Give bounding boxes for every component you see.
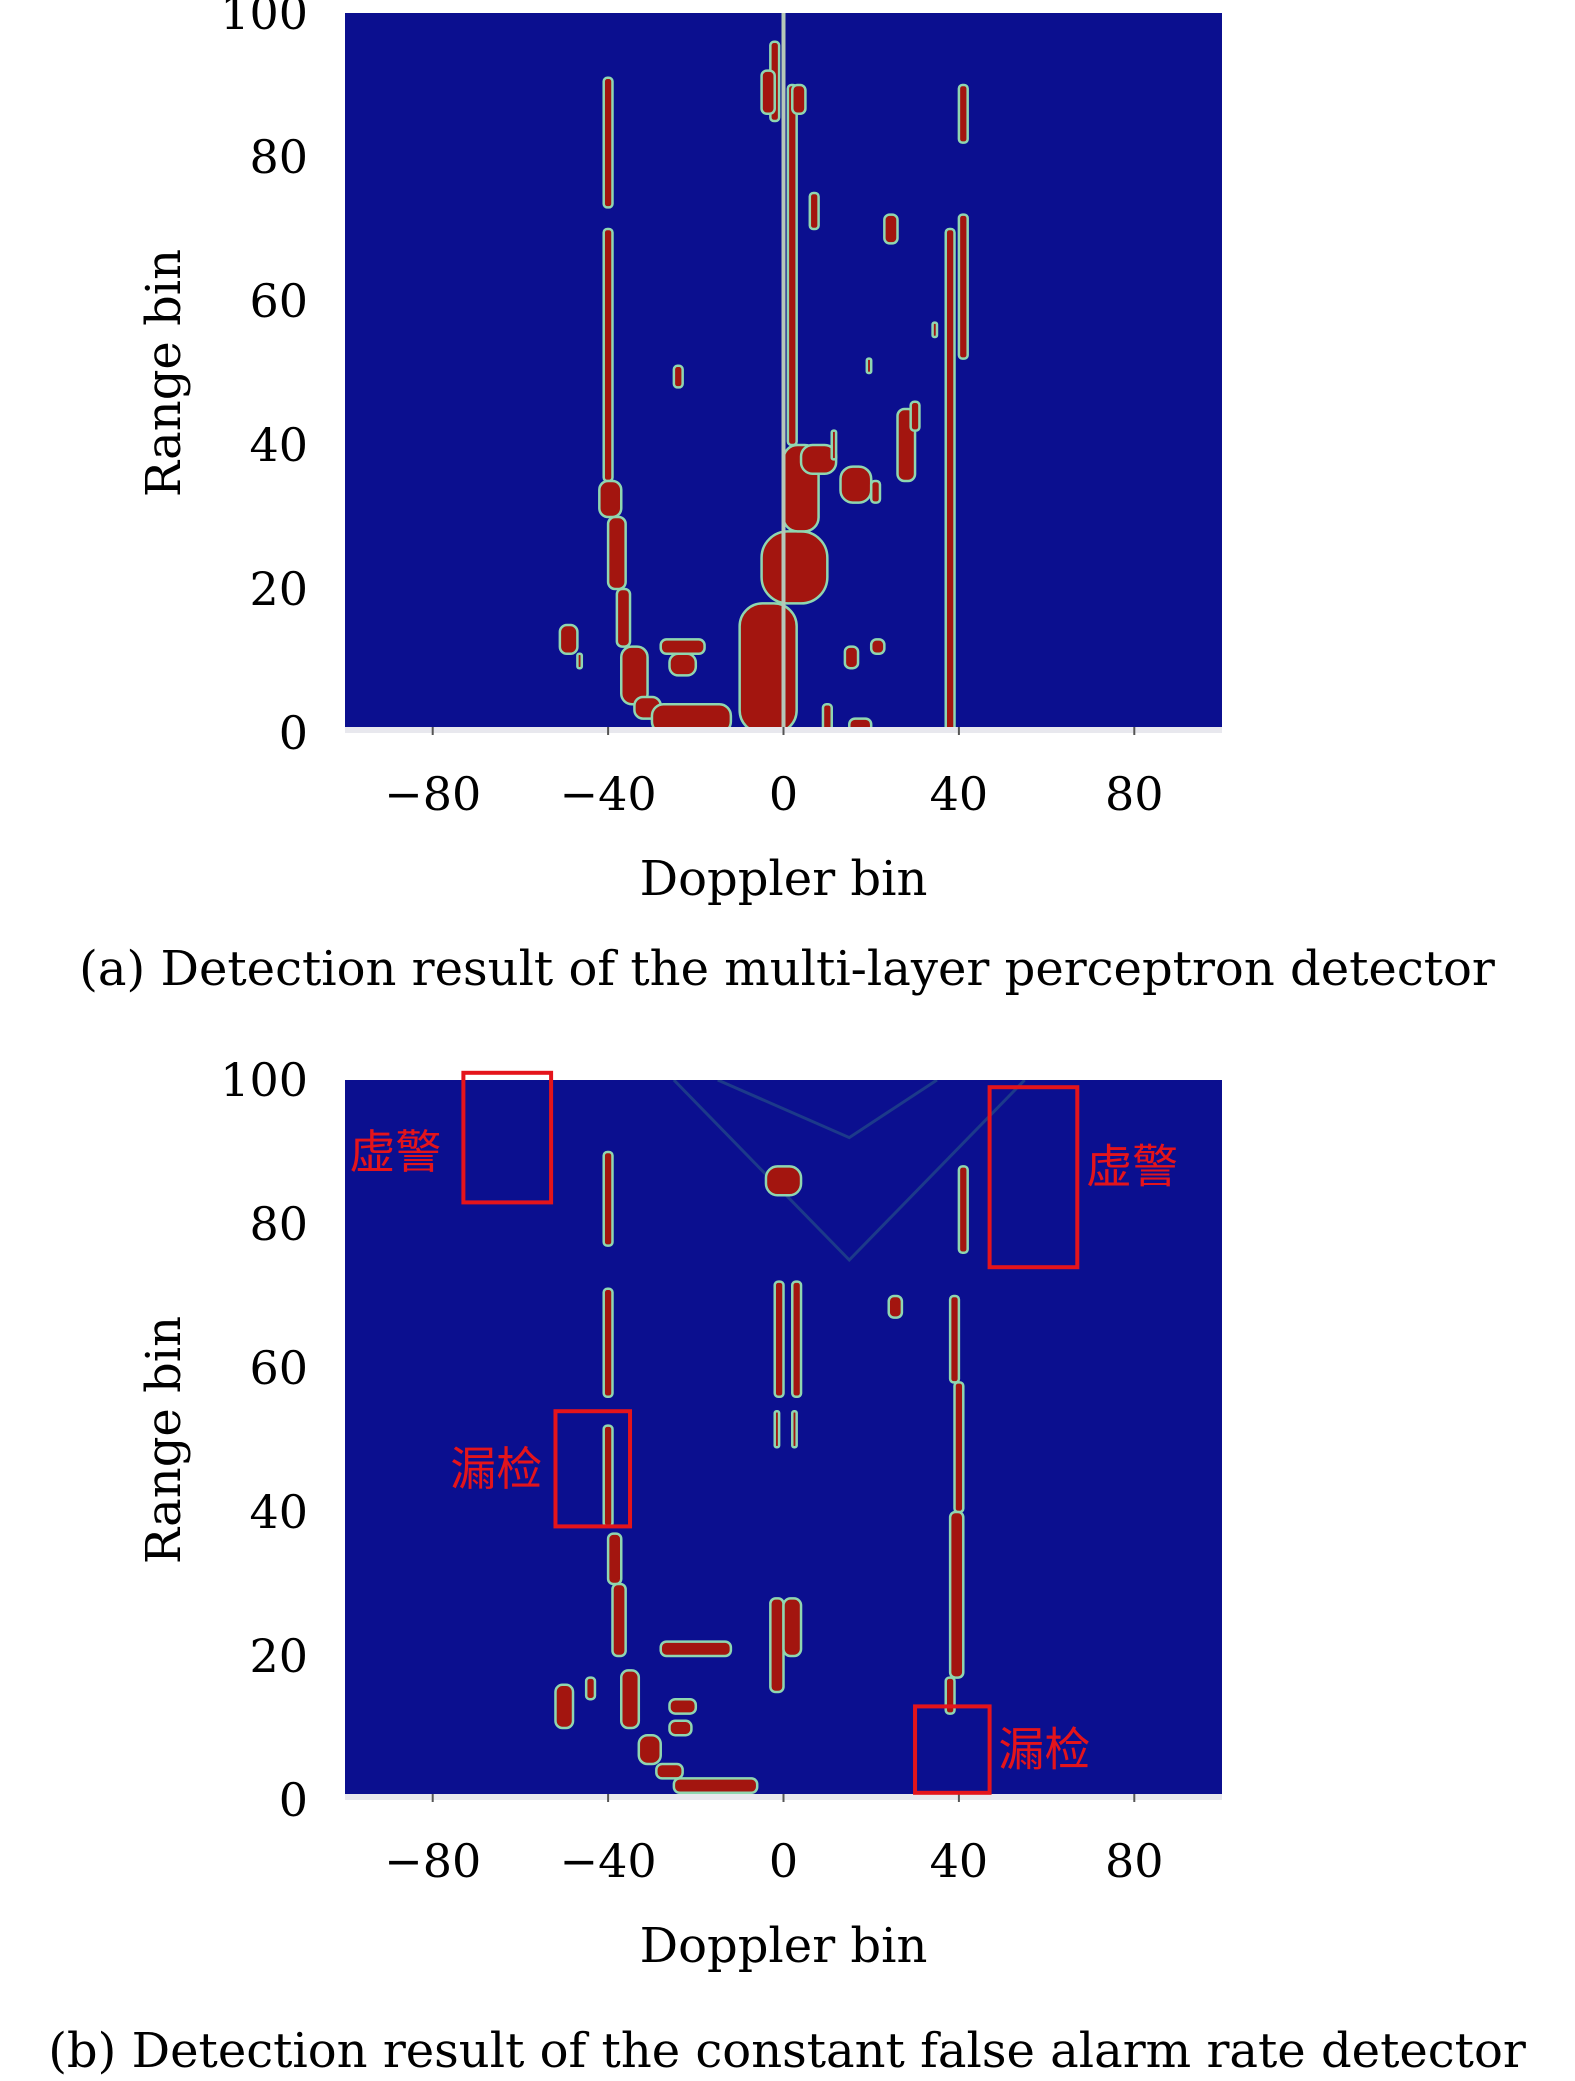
detection-region: [672, 364, 684, 389]
y-tick-label: 100: [220, 0, 308, 40]
detection-region: [883, 213, 899, 245]
annotation-box: [553, 1409, 633, 1529]
detection-region: [576, 652, 584, 670]
annotation-box: [461, 1070, 554, 1205]
background-artifact-line: [717, 1080, 938, 1140]
detection-region: [668, 1697, 698, 1715]
detection-region: [558, 623, 579, 656]
annotation-box: [913, 1704, 992, 1795]
detection-region: [948, 1294, 961, 1384]
plot-area: [558, 13, 969, 733]
detection-region: [839, 465, 873, 504]
detection-region: [620, 1669, 641, 1730]
detection-region: [598, 479, 623, 519]
x-tick-label: −40: [560, 1834, 657, 1888]
detection-region: [887, 1294, 904, 1319]
x-tick-label: −80: [384, 767, 481, 821]
detection-region: [606, 1532, 623, 1586]
annotation-label: 虚警: [1086, 1139, 1178, 1193]
detection-region: [738, 602, 798, 733]
y-axis-title: Range bin: [136, 249, 192, 497]
detection-region: [602, 1424, 614, 1528]
detection-region: [791, 83, 807, 116]
y-tick-label: 60: [249, 1341, 308, 1395]
y-axis-title: Range bin: [136, 1316, 192, 1564]
x-tick-label: 40: [930, 767, 989, 821]
detection-region: [615, 587, 632, 648]
detection-region: [957, 83, 969, 144]
x-tick-label: −80: [384, 1834, 481, 1888]
detection-region: [821, 702, 833, 733]
annotation-label: 漏检: [998, 1723, 1090, 1777]
detection-region: [957, 213, 969, 360]
detection-region: [764, 1165, 803, 1197]
annotation-box: [987, 1085, 1080, 1270]
detection-region: [672, 1777, 759, 1795]
y-tick-label: 80: [249, 1197, 308, 1251]
detection-region: [554, 1683, 575, 1730]
y-tick-label: 60: [249, 274, 308, 328]
detection-region: [948, 1510, 965, 1679]
x-tick-label: 40: [930, 1834, 989, 1888]
detection-region: [782, 1597, 803, 1658]
detection-region: [865, 357, 873, 375]
detection-region: [659, 1640, 733, 1658]
detection-region: [655, 1762, 684, 1780]
x-axis-title: Doppler bin: [640, 1918, 928, 1974]
detection-region: [637, 1733, 662, 1766]
detection-region: [769, 1597, 785, 1694]
detection-region: [760, 530, 829, 605]
detection-region: [659, 638, 706, 656]
detection-region: [808, 191, 820, 231]
detection-region: [869, 638, 886, 656]
panel-a-detection-map: −80 −40 0 40 80 0 20 40 60 80 100 Doppler bin Range …: [79, 0, 1495, 997]
detection-region: [869, 479, 882, 504]
y-tick-label: 20: [249, 562, 308, 616]
detection-region: [602, 1287, 614, 1399]
detection-region: [584, 1676, 597, 1701]
detection-region: [786, 83, 798, 447]
detection-region: [944, 227, 956, 733]
annotation-label: 漏检: [450, 1442, 542, 1496]
y-tick-label: 40: [249, 1485, 308, 1539]
x-axis-title: Doppler bin: [640, 851, 928, 907]
x-tick-label: 80: [1105, 767, 1164, 821]
x-tick-label: 0: [769, 1834, 798, 1888]
y-tick-label: 40: [249, 418, 308, 472]
detection-region: [650, 702, 733, 733]
panel-b-detection-map: −80 −40 0 40 80 0 20 40 60 80 100 Doppler bin Range …: [48, 1053, 1526, 2079]
detection-region: [668, 1719, 693, 1737]
x-tick-label: −40: [560, 767, 657, 821]
x-tick-label: 80: [1105, 1834, 1164, 1888]
detection-region: [791, 1409, 798, 1449]
detection-region: [602, 76, 614, 209]
detection-region: [957, 1165, 969, 1255]
y-tick-label: 0: [279, 1773, 308, 1827]
annotation-label: 虚警: [349, 1125, 441, 1179]
detection-region: [931, 321, 939, 339]
detection-region: [602, 227, 614, 483]
x-tick-label: 0: [769, 767, 798, 821]
y-tick-label: 20: [249, 1629, 308, 1683]
detection-region: [830, 429, 838, 461]
detection-region: [760, 69, 776, 116]
detection-region: [602, 1150, 614, 1247]
background-artifact-line: [672, 1080, 1026, 1263]
detection-region: [773, 1280, 785, 1399]
panel-caption: (a) Detection result of the multi-layer …: [79, 941, 1495, 997]
y-tick-label: 0: [279, 706, 308, 760]
detection-region: [606, 515, 627, 591]
detection-region: [773, 1409, 781, 1449]
detection-region: [791, 1280, 803, 1399]
panel-caption: (b) Detection result of the constant fal…: [48, 2023, 1526, 2079]
detection-region: [909, 400, 921, 432]
y-tick-label: 80: [249, 130, 308, 184]
detection-region: [953, 1381, 965, 1514]
detection-region: [668, 652, 698, 677]
y-tick-label: 100: [220, 1053, 308, 1107]
detection-region: [620, 645, 649, 706]
detection-region: [843, 645, 860, 670]
detection-region: [611, 1582, 627, 1658]
